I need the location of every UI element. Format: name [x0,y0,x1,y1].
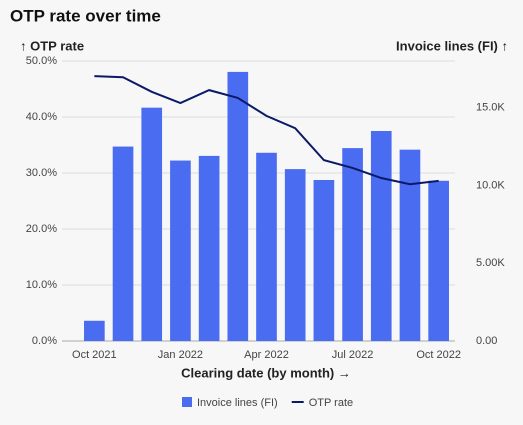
y-tick-label: 20.0% [26,223,57,235]
y2-tick-label: 10.0K [476,179,505,191]
line [94,75,439,186]
legend-swatch [182,397,192,407]
y-tick-label: 50.0% [26,55,57,67]
bar [342,148,363,341]
x-tick-label: Oct 2022 [416,349,461,361]
bar [370,131,392,341]
bar [284,169,306,341]
x-tick-label: Apr 2022 [244,349,289,361]
bar [399,149,421,341]
bar [313,180,335,341]
x-tick-label: Jan 2022 [158,349,203,361]
bar [170,160,191,341]
y-tick-label: 30.0% [26,167,57,179]
y2-tick-label: 15.0K [476,102,505,114]
y-tick-label: 0.0% [32,335,57,347]
bar [141,107,163,342]
bar [84,320,105,341]
bar [428,180,449,341]
legend-label: Invoice lines (FI) [197,397,278,409]
bar [198,155,220,341]
y2-axis-label: Invoice lines (FI) ↑ [396,38,508,53]
chart-title: OTP rate over time [10,6,161,25]
bar [227,71,249,341]
y-tick-label: 40.0% [26,111,57,123]
bar [112,146,134,341]
legend-label: OTP rate [309,397,353,409]
y2-tick-label: 5.00K [476,257,505,269]
y-tick-label: 10.0% [26,279,57,291]
y2-tick-label: 0.00 [476,335,497,347]
x-axis-label: Clearing date (by month) → [181,365,351,380]
y-axis-label: ↑ OTP rate [20,38,84,53]
bar [256,152,277,341]
x-tick-label: Oct 2021 [72,349,117,361]
x-tick-label: Jul 2022 [332,349,374,361]
